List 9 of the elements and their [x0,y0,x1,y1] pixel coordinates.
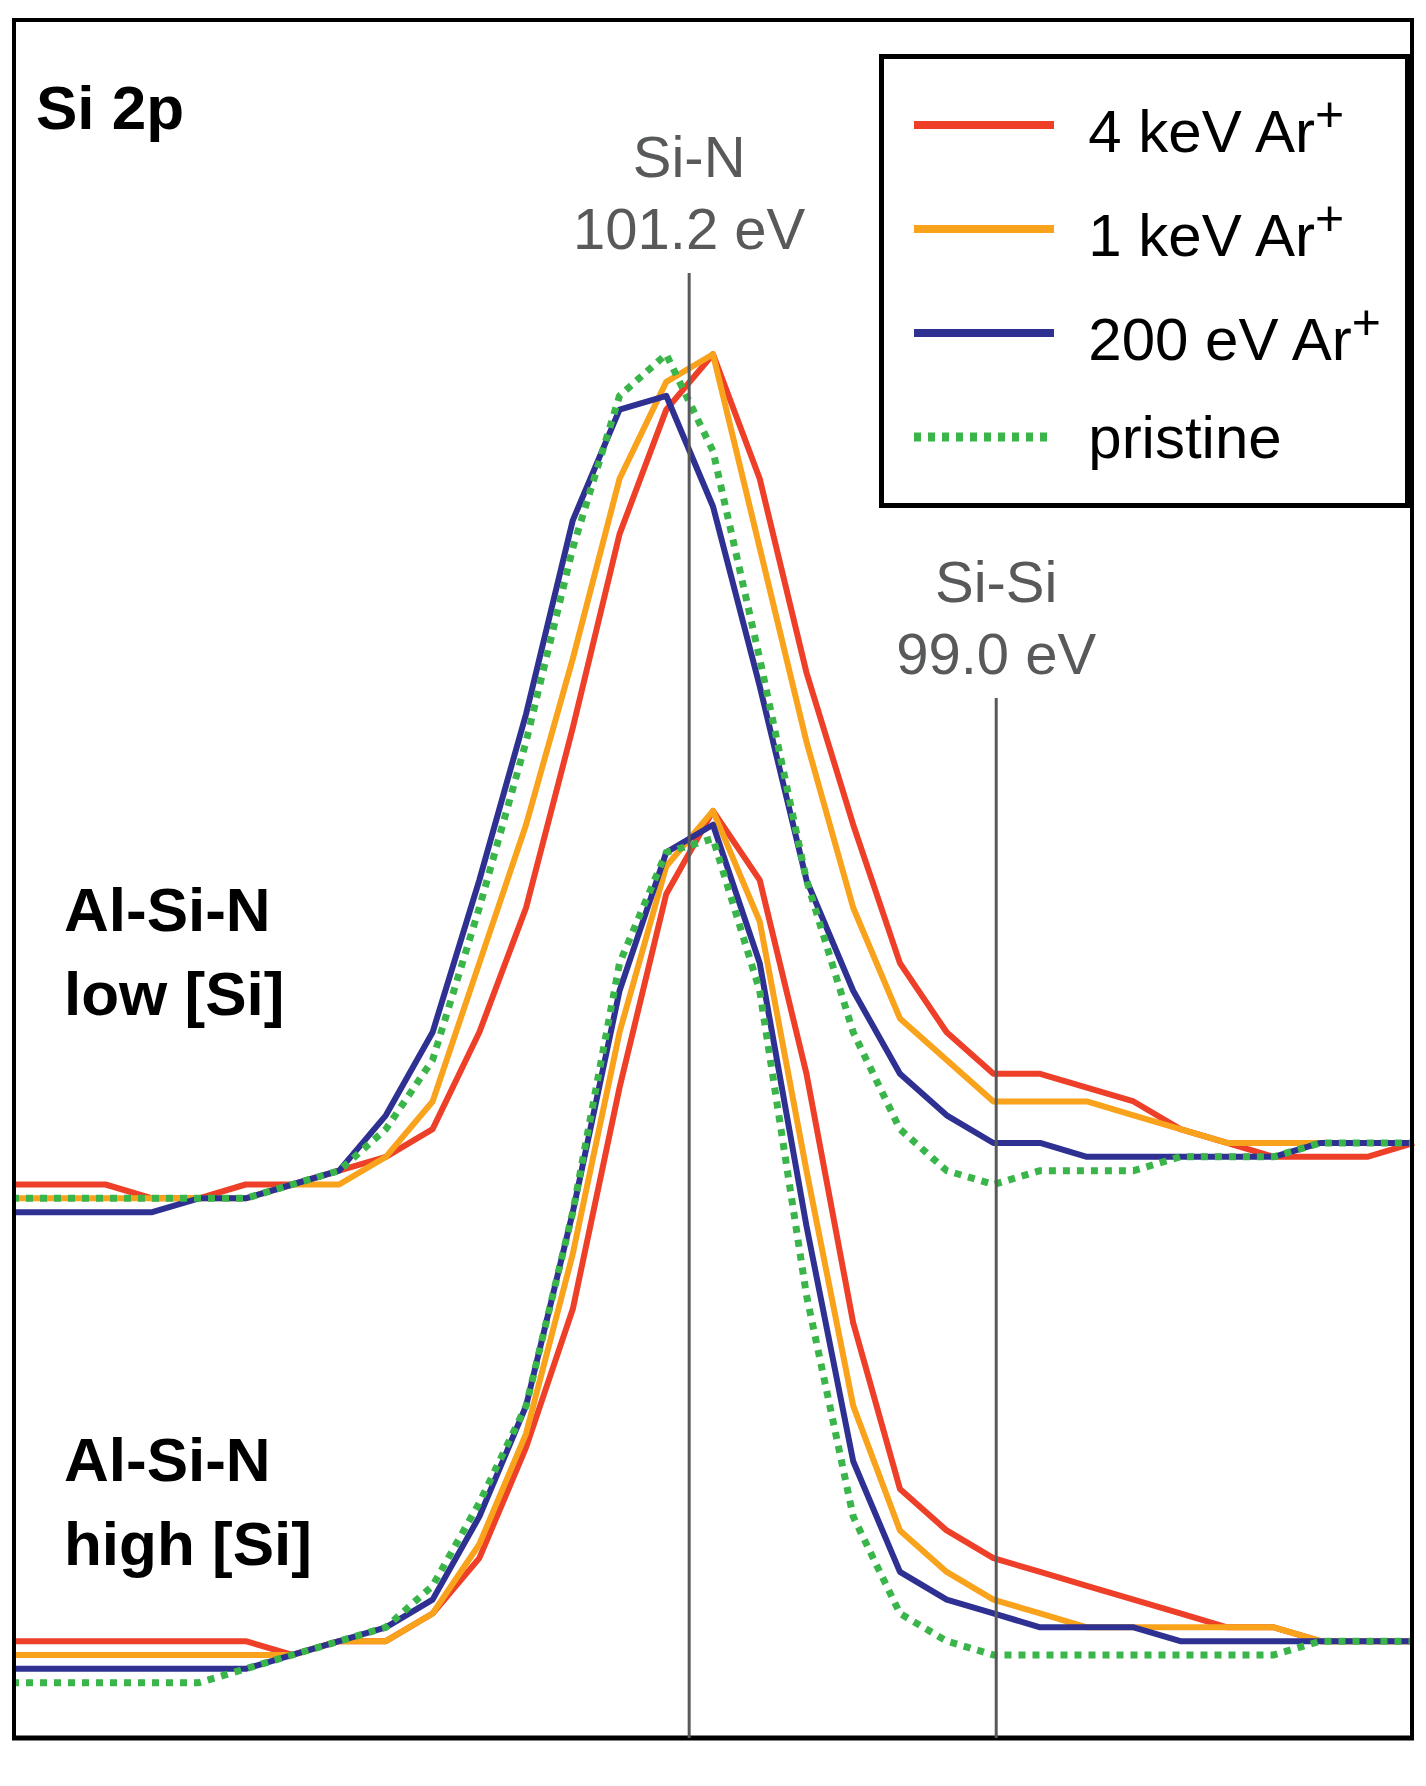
annotation: Al-Si-N low [Si] [64,874,286,1030]
legend-label: 200 eV Ar$^{+}$ [1088,292,1381,374]
annotation: Al-Si-N high [Si] [64,1424,313,1580]
annotation: Si-Si 99.0 eV [896,549,1097,686]
legend-label: pristine [1088,402,1282,472]
text: Si 2p [36,72,186,144]
text: Si-N 101.2 eV [573,124,806,261]
legend-label: 1 keV Ar$^{+}$ [1088,188,1345,270]
legend-label: 4 keV Ar$^{+}$ [1088,84,1345,166]
